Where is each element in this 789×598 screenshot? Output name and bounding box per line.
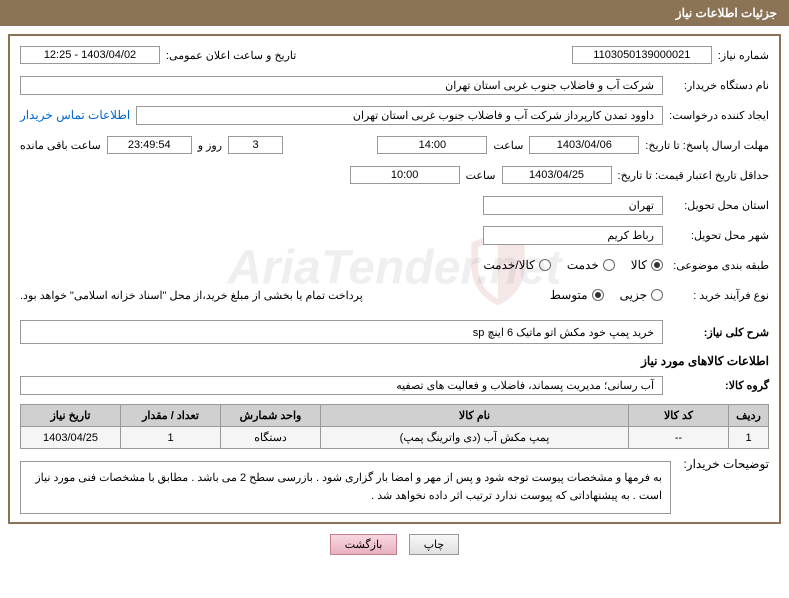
th-code: کد کالا	[629, 405, 729, 427]
validity-time-field: 10:00	[350, 166, 460, 184]
category-label: طبقه بندی موضوعی:	[669, 259, 769, 272]
buyer-name-field: شرکت آب و فاضلاب جنوب غربی استان تهران	[20, 76, 663, 95]
city-label: شهر محل تحویل:	[669, 229, 769, 242]
time-label-2: ساعت	[466, 169, 496, 182]
days-and-label: روز و	[198, 139, 222, 152]
th-unit: واحد شمارش	[221, 405, 321, 427]
announce-field: 1403/04/02 - 12:25	[20, 46, 160, 64]
td-code: --	[629, 427, 729, 449]
radio-khedmat-label: خدمت	[567, 258, 599, 272]
td-row: 1	[729, 427, 769, 449]
table-row: 1 -- پمپ مکش آب (دی واترینگ پمپ) دستگاه …	[21, 427, 769, 449]
desc-label: توضیحات خریدار:	[679, 457, 769, 471]
days-field: 3	[228, 136, 283, 154]
countdown-field: 23:49:54	[107, 136, 192, 154]
creator-label: ایجاد کننده درخواست:	[669, 109, 769, 122]
remaining-label: ساعت باقی مانده	[20, 139, 101, 152]
th-date: تاریخ نیاز	[21, 405, 121, 427]
td-unit: دستگاه	[221, 427, 321, 449]
radio-medium[interactable]	[592, 289, 604, 301]
radio-medium-label: متوسط	[550, 288, 588, 302]
page-title: جزئیات اطلاعات نیاز	[676, 6, 777, 20]
desc-box: به فرمها و مشخصات پیوست توجه شود و پس از…	[20, 461, 671, 514]
deadline-date-field: 1403/04/06	[529, 136, 639, 154]
deadline-label: مهلت ارسال پاسخ: تا تاریخ:	[645, 139, 769, 152]
back-button[interactable]: بازگشت	[330, 534, 398, 555]
td-qty: 1	[121, 427, 221, 449]
process-label: نوع فرآیند خرید :	[669, 289, 769, 302]
radio-partial-label: جزیی	[620, 288, 647, 302]
page-header: جزئیات اطلاعات نیاز	[0, 0, 789, 26]
radio-kala[interactable]	[651, 259, 663, 271]
radio-kala-label: کالا	[631, 258, 647, 272]
province-label: استان محل تحویل:	[669, 199, 769, 212]
contact-link[interactable]: اطلاعات تماس خریدار	[20, 108, 130, 122]
radio-partial[interactable]	[651, 289, 663, 301]
th-qty: تعداد / مقدار	[121, 405, 221, 427]
th-row: ردیف	[729, 405, 769, 427]
radio-both-label: کالا/خدمت	[483, 258, 534, 272]
group-field: آب رسانی؛ مدیریت پسماند، فاضلاب و فعالیت…	[20, 376, 663, 395]
deadline-time-field: 14:00	[377, 136, 487, 154]
print-button[interactable]: چاپ	[409, 534, 460, 555]
validity-date-field: 1403/04/25	[502, 166, 612, 184]
summary-label: شرح کلی نیاز:	[669, 326, 769, 339]
need-no-field: 1103050139000021	[572, 46, 712, 64]
summary-field: خرید پمپ خود مکش اتو ماتیک 6 اینچ sp	[20, 320, 663, 344]
th-name: نام کالا	[321, 405, 629, 427]
goods-section-title: اطلاعات کالاهای مورد نیاز	[20, 354, 769, 368]
city-field: رباط کریم	[483, 226, 663, 245]
radio-khedmat[interactable]	[603, 259, 615, 271]
td-name: پمپ مکش آب (دی واترینگ پمپ)	[321, 427, 629, 449]
validity-label: حداقل تاریخ اعتبار قیمت: تا تاریخ:	[618, 169, 769, 182]
time-label-1: ساعت	[493, 139, 523, 152]
radio-both[interactable]	[539, 259, 551, 271]
process-note: پرداخت تمام یا بخشی از مبلغ خرید،از محل …	[20, 289, 363, 302]
need-no-label: شماره نیاز:	[718, 49, 769, 62]
announce-label: تاریخ و ساعت اعلان عمومی:	[166, 49, 296, 62]
creator-field: داوود تمدن کارپرداز شرکت آب و فاضلاب جنو…	[136, 106, 663, 125]
td-date: 1403/04/25	[21, 427, 121, 449]
province-field: تهران	[483, 196, 663, 215]
group-label: گروه کالا:	[669, 379, 769, 392]
goods-table: ردیف کد کالا نام کالا واحد شمارش تعداد /…	[20, 404, 769, 449]
buyer-label: نام دستگاه خریدار:	[669, 79, 769, 92]
